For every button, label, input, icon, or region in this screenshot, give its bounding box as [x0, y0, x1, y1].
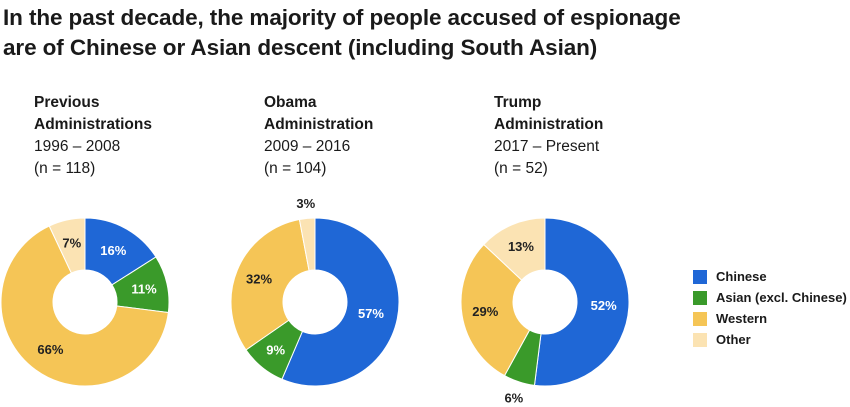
panel-header-trump: Trump Administration 2017 – Present (n =…: [494, 92, 603, 180]
panel-sample-size: (n = 52): [494, 160, 548, 177]
donut-slice-chinese: [533, 217, 630, 387]
legend-item: Chinese: [693, 266, 847, 287]
data-label: 7%: [62, 235, 81, 250]
panel-title-line: Previous: [34, 94, 100, 111]
data-label: 32%: [246, 272, 272, 287]
data-label: 66%: [37, 342, 63, 357]
data-label: 6%: [504, 390, 523, 405]
panel-sample-size: (n = 118): [34, 160, 96, 177]
legend-label: Western: [716, 311, 768, 326]
data-label: 3%: [296, 196, 315, 211]
panel-sample-size: (n = 104): [264, 160, 327, 177]
panel-title-line: Administration: [494, 116, 604, 133]
panel-years: 2017 – Present: [494, 138, 600, 155]
donut-slice-other: [48, 217, 86, 274]
legend-item: Western: [693, 308, 847, 329]
legend-swatch: [693, 269, 707, 284]
panel-years: 2009 – 2016: [264, 138, 351, 155]
chart-title-line-1: In the past decade, the majority of peop…: [3, 5, 681, 30]
donut-slice-western: [230, 218, 310, 351]
chart-title-line-2: are of Chinese or Asian descent (includi…: [3, 35, 598, 60]
chart-legend: Chinese Asian (excl. Chinese) Western Other: [693, 266, 847, 350]
legend-swatch: [693, 332, 707, 347]
panel-title-line: Trump: [494, 94, 542, 111]
data-label: 16%: [100, 243, 126, 258]
legend-item: Other: [693, 329, 847, 350]
panel-title-line: Administration: [264, 116, 374, 133]
donut-slice-western: [0, 225, 169, 387]
panel-title-line: Obama: [264, 94, 317, 111]
panel-title-line: Administrations: [34, 116, 152, 133]
data-label: 9%: [266, 343, 285, 358]
legend-swatch: [693, 290, 707, 305]
data-label: 29%: [472, 304, 498, 319]
panel-header-previous: Previous Administrations 1996 – 2008 (n …: [34, 92, 152, 180]
data-label: 57%: [358, 306, 384, 321]
donut-slice-chinese: [281, 217, 400, 387]
legend-label: Asian (excl. Chinese): [716, 290, 847, 305]
donut-slice-other: [298, 217, 316, 272]
donut-slice-western: [460, 243, 531, 377]
chart-title: In the past decade, the majority of peop…: [3, 3, 843, 63]
legend-swatch: [693, 311, 707, 326]
panel-years: 1996 – 2008: [34, 138, 121, 155]
legend-item: Asian (excl. Chinese): [693, 287, 847, 308]
donut-slice-other: [483, 217, 546, 281]
data-label: 13%: [508, 239, 534, 254]
legend-label: Other: [716, 332, 751, 347]
data-label: 11%: [131, 281, 157, 296]
data-label: 52%: [591, 298, 617, 313]
panel-header-obama: Obama Administration 2009 – 2016 (n = 10…: [264, 92, 373, 180]
legend-label: Chinese: [716, 269, 767, 284]
